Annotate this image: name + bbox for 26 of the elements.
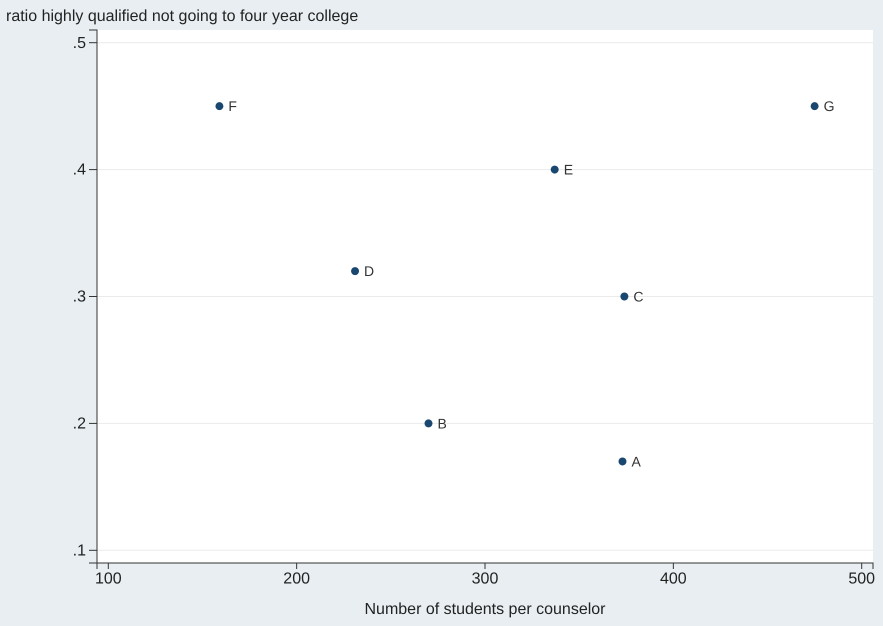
y-tick-label: .3 — [72, 288, 86, 306]
point — [810, 102, 819, 110]
point — [351, 267, 360, 276]
point — [215, 102, 224, 110]
data-label: C — [633, 288, 644, 304]
y-tick-label: .4 — [72, 162, 86, 179]
x-tick-label: 100 — [94, 570, 122, 588]
data-label: A — [631, 453, 642, 470]
x-tick-label: 200 — [283, 570, 310, 588]
data-label: E — [564, 162, 574, 178]
point — [550, 166, 559, 174]
data-label: B — [437, 415, 447, 432]
y-tick-label: .2 — [72, 416, 86, 433]
y-axis-title: ratio highly qualified not going to four year college — [6, 8, 358, 25]
data-label: F — [228, 98, 237, 114]
x-axis-title: Number of students per counselor — [364, 601, 606, 618]
data-label: G — [824, 98, 834, 114]
x-tick-label: 500 — [848, 570, 876, 588]
point — [618, 457, 626, 466]
point — [424, 419, 432, 428]
data-label: D — [364, 263, 374, 280]
x-tick-label: 300 — [472, 570, 498, 588]
y-tick-label: .1 — [72, 542, 86, 560]
point — [620, 292, 628, 300]
y-tick-label: .5 — [72, 34, 86, 52]
x-tick-label: 400 — [660, 570, 687, 588]
